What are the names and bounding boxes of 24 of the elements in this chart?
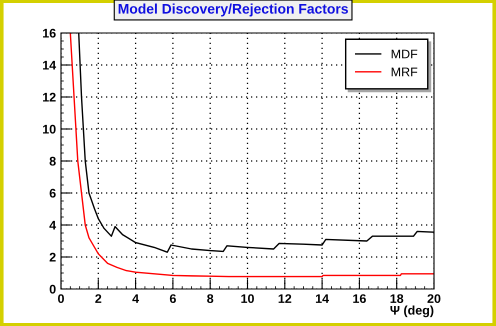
y-tick-label: 8	[50, 156, 56, 166]
chart-title: Model Discovery/Rejection Factors	[118, 4, 348, 16]
x-tick-label: 18	[390, 294, 404, 304]
legend-label: MDF	[392, 50, 418, 58]
y-tick-label: 6	[50, 188, 56, 198]
x-tick-label: 2	[95, 294, 102, 303]
x-tick-label: 4	[132, 294, 140, 303]
x-tick-label: 0	[58, 294, 64, 304]
x-tick-label: 20	[427, 294, 440, 304]
x-tick-label: 10	[241, 294, 254, 304]
x-tick-label: 6	[170, 294, 176, 304]
y-tick-label: 2	[50, 252, 56, 262]
y-tick-label: 16	[43, 28, 56, 38]
y-tick-label: 12	[43, 92, 56, 102]
x-tick-label: 12	[278, 294, 292, 303]
x-axis-title: Ψ (deg)	[390, 306, 434, 318]
legend-label: MRF	[392, 68, 418, 76]
x-tick-label: 8	[207, 294, 214, 304]
x-tick-label: 16	[353, 294, 366, 304]
y-tick-label: 0	[50, 284, 56, 294]
x-tick-label: 14	[316, 294, 329, 303]
y-tick-label: 14	[43, 60, 56, 70]
y-tick-label: 10	[43, 124, 56, 134]
y-tick-label: 4	[49, 220, 56, 230]
